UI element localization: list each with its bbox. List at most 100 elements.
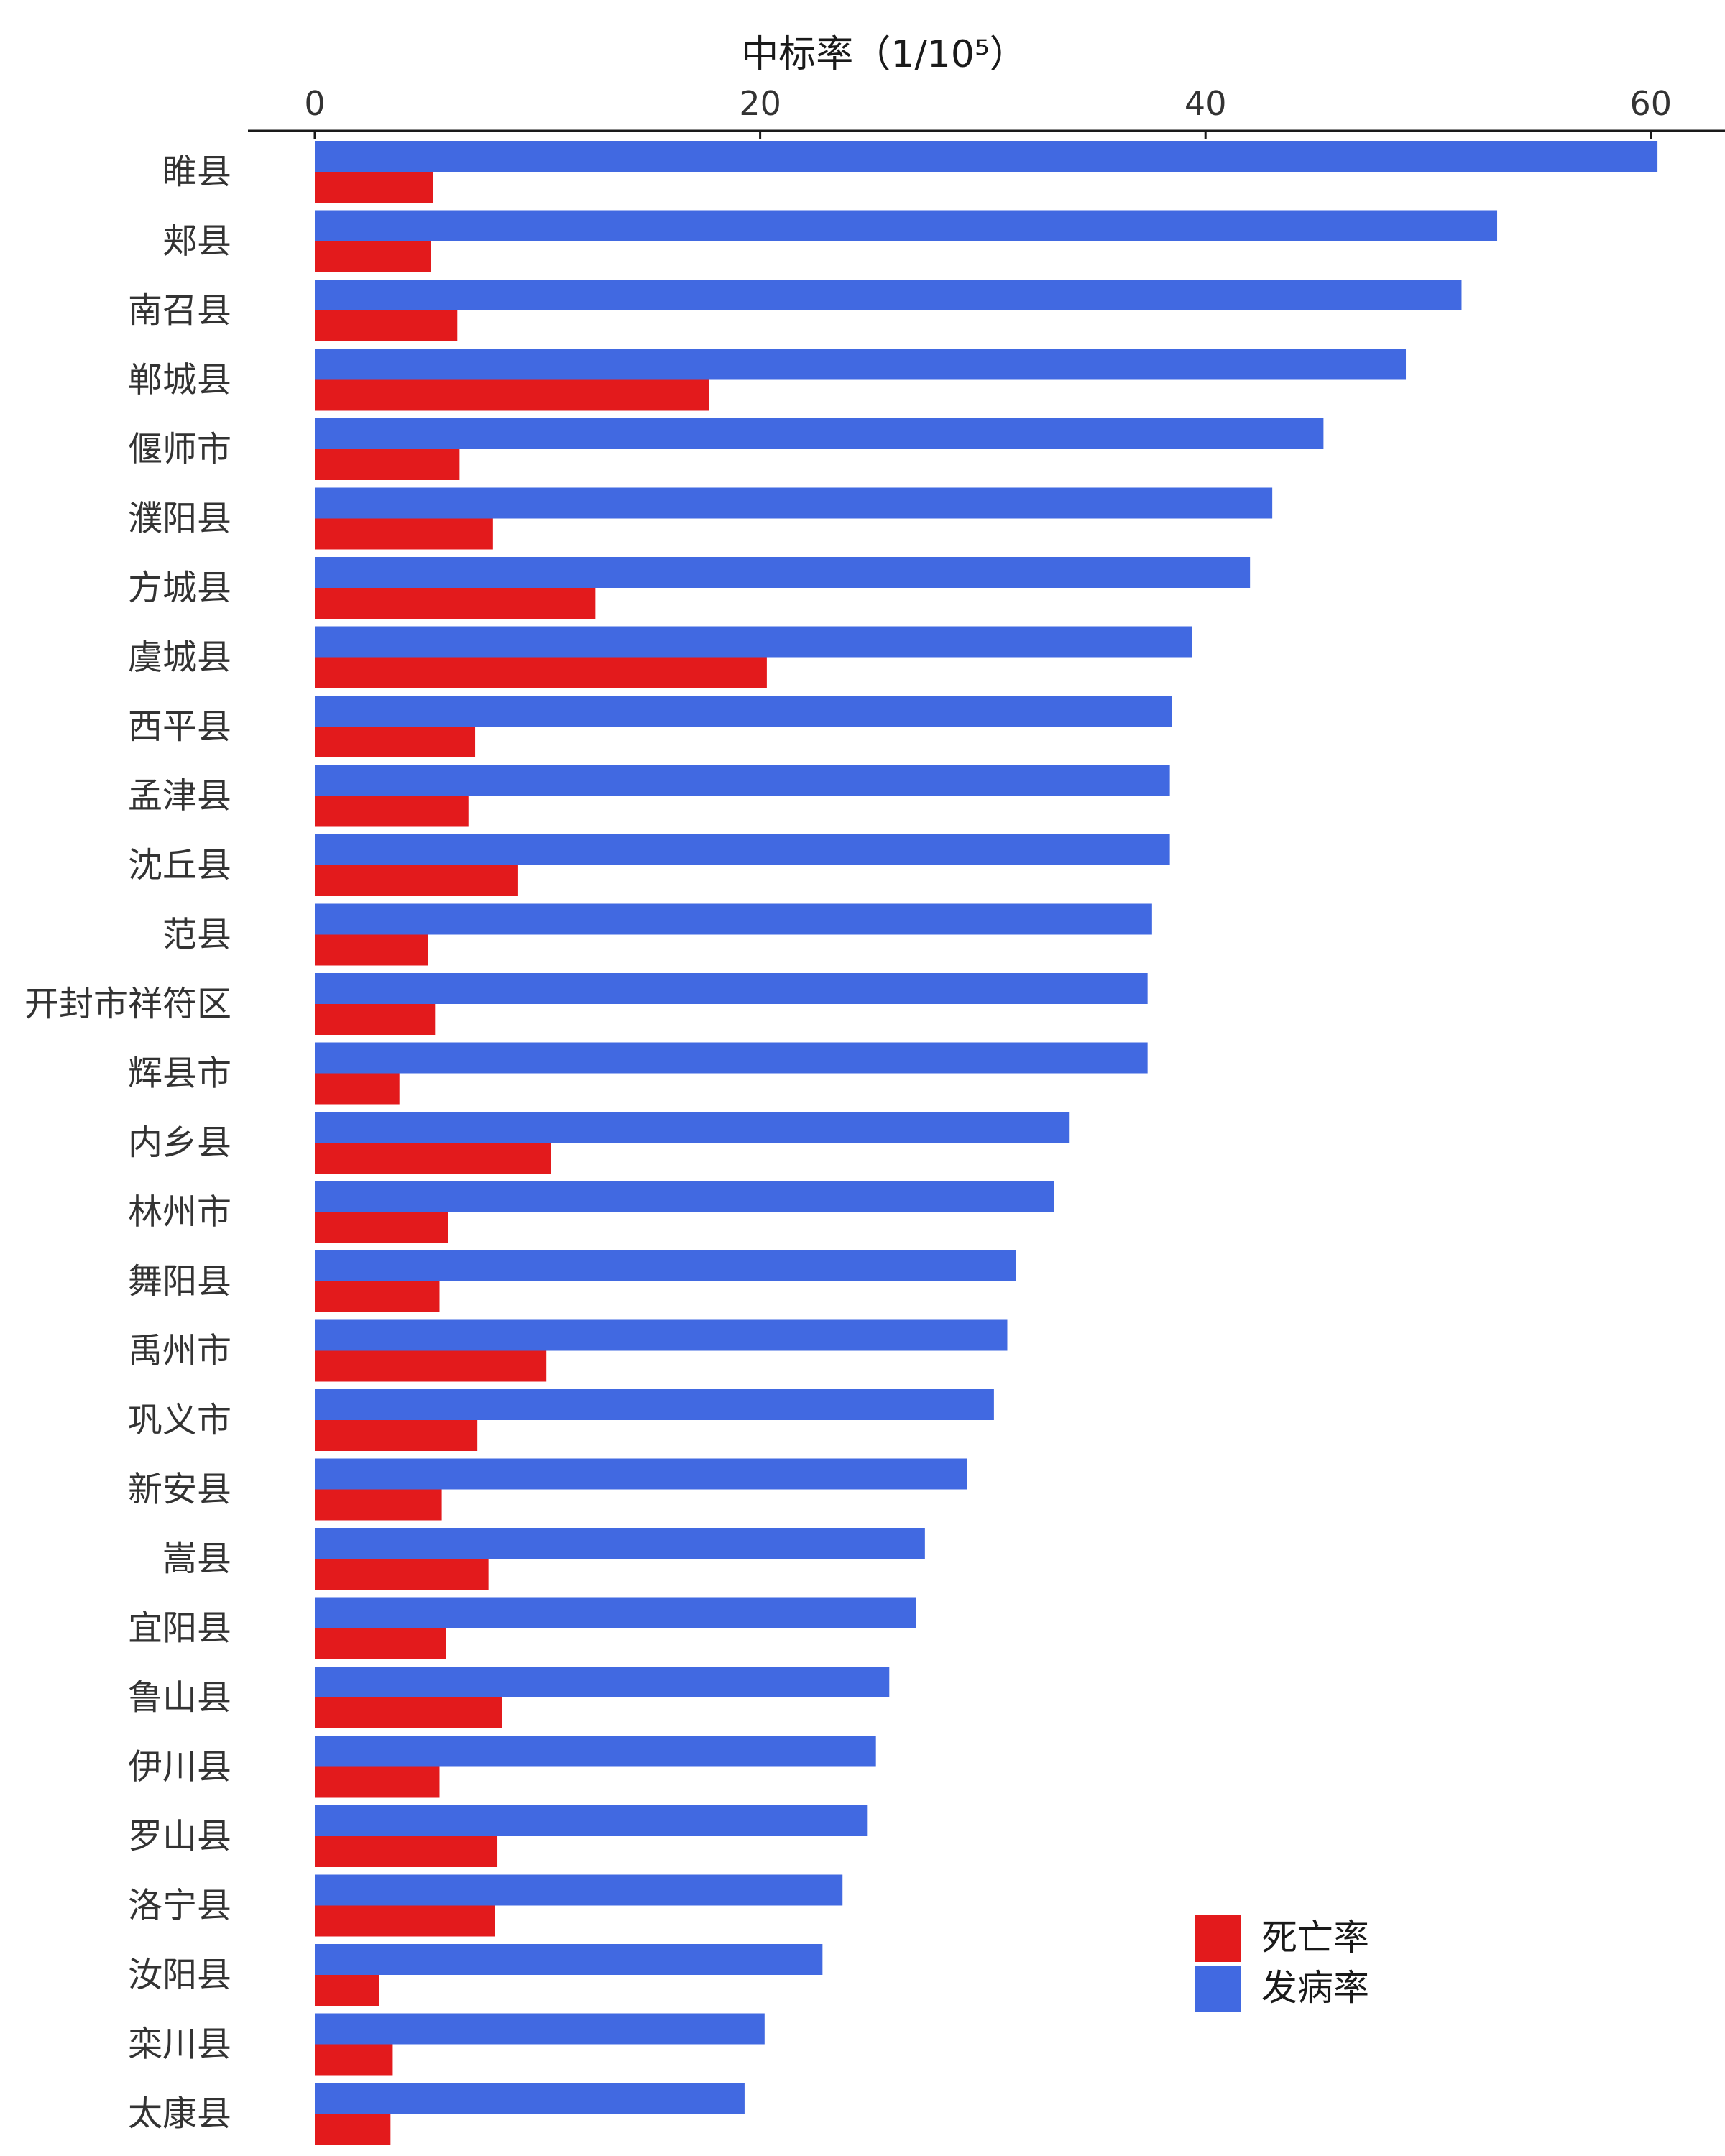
bar-incidence [315, 626, 1192, 658]
bar-incidence [315, 2013, 765, 2045]
bar-mortality [315, 518, 493, 550]
bar-mortality [315, 1559, 489, 1590]
bar-incidence [315, 487, 1273, 519]
bar-mortality [315, 1143, 551, 1174]
category-label: 西平县 [128, 706, 231, 747]
category-label: 禹州市 [128, 1331, 231, 1371]
bar-mortality [315, 1420, 478, 1451]
bar-incidence [315, 1042, 1148, 1074]
bar-incidence [315, 1112, 1070, 1143]
category-label: 太康县 [128, 2093, 231, 2134]
legend-swatch [1195, 1915, 1241, 1962]
bar-incidence [315, 1736, 876, 1767]
bar-mortality [315, 241, 431, 272]
category-label: 巩义市 [128, 1400, 231, 1440]
bar-incidence [315, 765, 1170, 796]
category-label: 郏县 [162, 221, 231, 262]
category-label: 鲁山县 [128, 1677, 231, 1718]
category-label: 沈丘县 [128, 845, 231, 885]
x-axis-title: 中标率（1/10⁵） [741, 33, 1027, 76]
x-tick-label: 0 [304, 84, 325, 123]
bars-layer [315, 141, 1658, 2145]
bar-mortality [315, 1766, 440, 1798]
bar-mortality [315, 1281, 440, 1312]
bar-mortality [315, 1697, 502, 1728]
bar-mortality [315, 796, 469, 827]
bar-incidence [315, 1319, 1008, 1351]
bar-incidence [315, 903, 1152, 935]
x-tick-label: 60 [1630, 84, 1673, 123]
bar-mortality [315, 1073, 400, 1105]
bar-mortality [315, 310, 458, 341]
bar-incidence [315, 349, 1407, 380]
bar-incidence [315, 1181, 1054, 1212]
category-label: 伊川县 [128, 1747, 231, 1787]
legend-swatch [1195, 1966, 1241, 2012]
category-label: 洛宁县 [128, 1886, 231, 1926]
category-label: 濮阳县 [128, 499, 231, 539]
bar-incidence [315, 1805, 868, 1836]
bar-mortality [315, 2114, 391, 2145]
bar-mortality [315, 2044, 393, 2076]
category-label: 睢县 [162, 152, 231, 192]
category-label: 宜阳县 [128, 1608, 231, 1649]
bar-incidence [315, 210, 1498, 241]
category-label: 汝阳县 [128, 1955, 231, 1995]
bar-mortality [315, 172, 433, 203]
bar-incidence [315, 1874, 843, 1906]
category-label: 罗山县 [128, 1816, 231, 1856]
bar-mortality [315, 1905, 495, 1937]
x-tick-label: 20 [739, 84, 781, 123]
bar-mortality [315, 1489, 442, 1521]
category-label: 嵩县 [162, 1539, 231, 1579]
bar-incidence [315, 280, 1462, 310]
category-label: 范县 [162, 915, 231, 955]
category-label: 偃师市 [128, 429, 231, 469]
bar-incidence [315, 1597, 916, 1628]
bar-incidence [315, 973, 1148, 1004]
bar-incidence [315, 2083, 745, 2114]
category-labels: 睢县郏县南召县郸城县偃师市濮阳县方城县虞城县西平县孟津县沈丘县范县开封市祥符区辉… [24, 152, 231, 2134]
x-axis: 0 20 40 60 [248, 84, 1725, 139]
bar-mortality [315, 1975, 380, 2006]
category-label: 栾川县 [128, 2024, 231, 2065]
bar-mortality [315, 1004, 436, 1035]
bar-incidence [315, 557, 1251, 588]
bar-mortality [315, 449, 460, 480]
category-label: 辉县市 [128, 1054, 231, 1094]
category-label: 舞阳县 [128, 1261, 231, 1302]
bar-mortality [315, 934, 428, 966]
category-label: 虞城县 [128, 637, 231, 678]
bar-incidence [315, 418, 1324, 449]
category-label: 新安县 [128, 1470, 231, 1510]
bar-incidence [315, 141, 1658, 172]
category-label: 林州市 [128, 1192, 231, 1233]
bar-incidence [315, 834, 1170, 865]
bar-incidence [315, 696, 1172, 727]
bar-mortality [315, 657, 767, 688]
bar-incidence [315, 1528, 925, 1559]
legend-label: 死亡率 [1261, 1917, 1369, 1958]
category-label: 孟津县 [128, 776, 231, 816]
bar-mortality [315, 1212, 448, 1243]
x-tick-label: 40 [1184, 84, 1227, 123]
category-label: 方城县 [128, 568, 231, 608]
bar-mortality [315, 865, 518, 896]
category-label: 南召县 [128, 290, 231, 331]
category-label: 郸城县 [128, 360, 231, 400]
bar-mortality [315, 727, 476, 757]
category-label: 开封市祥符区 [24, 984, 231, 1024]
bar-mortality [315, 379, 709, 411]
bar-mortality [315, 1836, 498, 1867]
bar-mortality [315, 1628, 446, 1659]
legend-label: 发病率 [1261, 1967, 1369, 2009]
bar-incidence [315, 1250, 1016, 1281]
bar-incidence [315, 1667, 890, 1697]
bar-mortality [315, 588, 596, 619]
bar-mortality [315, 1350, 547, 1382]
bar-incidence [315, 1458, 967, 1490]
bar-incidence [315, 1389, 994, 1420]
bar-incidence [315, 1944, 823, 1975]
